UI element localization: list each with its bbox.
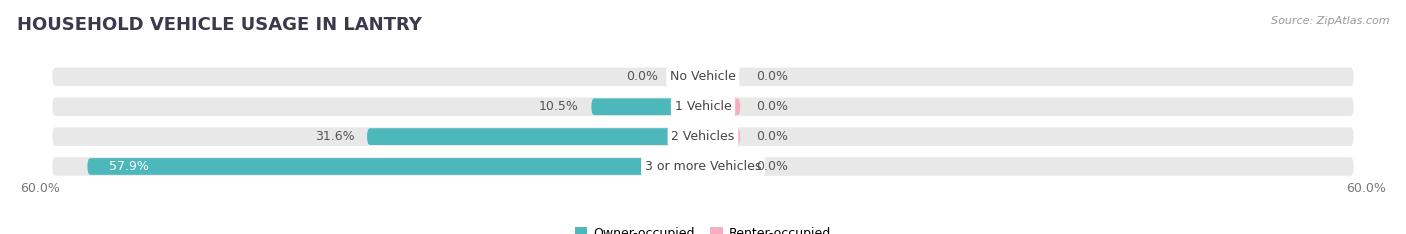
Legend: Owner-occupied, Renter-occupied: Owner-occupied, Renter-occupied (569, 222, 837, 234)
FancyBboxPatch shape (592, 98, 703, 115)
FancyBboxPatch shape (52, 157, 1354, 176)
FancyBboxPatch shape (703, 158, 740, 175)
Text: 60.0%: 60.0% (21, 182, 60, 195)
Text: 2 Vehicles: 2 Vehicles (672, 130, 734, 143)
Text: 10.5%: 10.5% (538, 100, 579, 113)
FancyBboxPatch shape (703, 128, 740, 145)
FancyBboxPatch shape (703, 98, 740, 115)
Text: 0.0%: 0.0% (756, 70, 789, 83)
Text: No Vehicle: No Vehicle (671, 70, 735, 83)
FancyBboxPatch shape (52, 68, 1354, 86)
FancyBboxPatch shape (87, 158, 703, 175)
Text: 3 or more Vehicles: 3 or more Vehicles (645, 160, 761, 173)
Text: 57.9%: 57.9% (108, 160, 149, 173)
FancyBboxPatch shape (671, 69, 703, 85)
Text: HOUSEHOLD VEHICLE USAGE IN LANTRY: HOUSEHOLD VEHICLE USAGE IN LANTRY (17, 16, 422, 34)
Text: 0.0%: 0.0% (756, 100, 789, 113)
FancyBboxPatch shape (367, 128, 703, 145)
FancyBboxPatch shape (52, 127, 1354, 146)
Text: 60.0%: 60.0% (1346, 182, 1385, 195)
Text: 0.0%: 0.0% (756, 160, 789, 173)
Text: 1 Vehicle: 1 Vehicle (675, 100, 731, 113)
Text: 0.0%: 0.0% (756, 130, 789, 143)
FancyBboxPatch shape (52, 98, 1354, 116)
Text: Source: ZipAtlas.com: Source: ZipAtlas.com (1271, 16, 1389, 26)
FancyBboxPatch shape (703, 69, 740, 85)
Text: 0.0%: 0.0% (626, 70, 658, 83)
Text: 31.6%: 31.6% (315, 130, 354, 143)
